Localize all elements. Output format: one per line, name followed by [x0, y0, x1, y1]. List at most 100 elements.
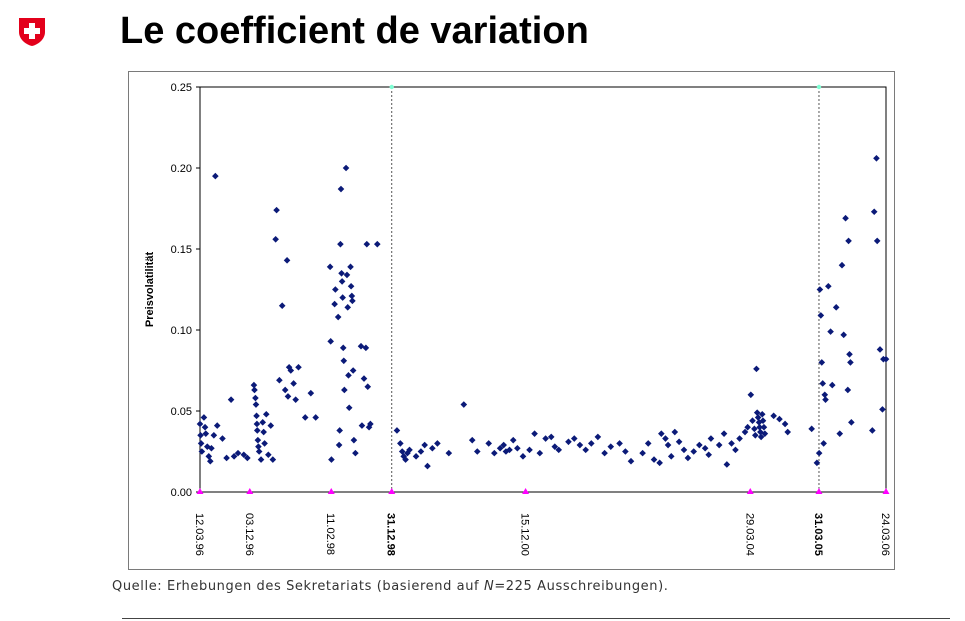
data-point — [340, 357, 348, 365]
data-point — [360, 375, 368, 382]
data-point — [519, 453, 527, 460]
data-point — [832, 304, 840, 311]
data-point — [838, 261, 846, 269]
data-point — [491, 449, 498, 457]
data-point — [349, 297, 356, 305]
x-tick-label: 29.03.04 — [743, 513, 755, 556]
data-point — [741, 428, 749, 436]
data-point — [262, 410, 270, 418]
data-point — [496, 444, 504, 452]
data-point — [251, 386, 258, 394]
data-point — [658, 430, 665, 437]
data-point — [326, 263, 334, 271]
data-point — [882, 355, 890, 363]
data-point — [434, 440, 441, 447]
data-point — [757, 433, 765, 441]
scatter-chart: 0.00 0.05 0.10 0.15 0.20 0.25 Preisvolatilität… — [144, 82, 891, 556]
data-point — [261, 440, 268, 447]
data-point — [707, 435, 715, 442]
data-point — [821, 391, 829, 399]
data-point — [345, 404, 353, 412]
data-point — [819, 380, 827, 387]
x-tick-marker — [327, 488, 335, 494]
data-point — [253, 412, 260, 420]
data-point — [204, 443, 211, 450]
data-point — [761, 430, 769, 437]
data-point — [223, 454, 230, 462]
data-point — [424, 462, 431, 470]
page-title: Le coefficient de variation — [120, 10, 589, 52]
source-prefix: Quelle: Erhebungen des Sekretariats (bas… — [112, 579, 484, 594]
data-point — [680, 446, 688, 454]
data-point — [205, 453, 213, 460]
data-point — [400, 453, 408, 460]
data-point — [421, 441, 428, 449]
data-point — [412, 453, 420, 460]
data-point — [328, 456, 335, 463]
reference-marker — [389, 84, 394, 90]
data-point — [307, 389, 315, 397]
data-point — [301, 414, 309, 421]
data-point — [759, 417, 767, 425]
data-point — [212, 172, 219, 180]
data-point — [367, 420, 374, 428]
data-point — [758, 410, 766, 418]
data-point — [749, 417, 756, 425]
data-point — [656, 459, 663, 467]
x-tick-marker — [246, 488, 254, 494]
source-note: Quelle: Erhebungen des Sekretariats (bas… — [112, 579, 669, 594]
data-point — [752, 432, 759, 439]
data-point — [736, 435, 743, 442]
data-point — [751, 425, 758, 433]
footer-rule — [122, 618, 950, 619]
data-point — [840, 331, 847, 339]
data-point — [269, 456, 277, 463]
data-point — [485, 440, 493, 447]
reference-marker — [816, 84, 822, 90]
data-point — [273, 206, 280, 214]
data-point — [813, 459, 821, 467]
data-point — [728, 440, 735, 447]
data-point — [327, 338, 334, 345]
data-point — [664, 441, 672, 449]
swiss-shield-logo — [18, 17, 46, 47]
x-tick-label: 31.12.98 — [385, 513, 397, 556]
x-tick-label: 15.12.00 — [519, 513, 531, 556]
data-point — [876, 346, 884, 353]
data-point — [531, 430, 538, 437]
data-point — [842, 214, 849, 222]
data-point — [815, 449, 823, 457]
data-point — [393, 427, 401, 434]
data-point — [644, 440, 652, 447]
y-tick-label: 0.25 — [171, 82, 192, 94]
data-point — [196, 420, 204, 428]
data-point — [542, 435, 549, 442]
data-point — [283, 257, 291, 264]
data-point — [667, 453, 675, 460]
data-point — [817, 312, 825, 319]
x-tick-marker — [522, 488, 530, 494]
data-point — [873, 237, 881, 245]
y-tick-label: 0.00 — [171, 487, 192, 499]
x-tick-label: 24.03.06 — [879, 513, 891, 556]
data-point — [276, 376, 283, 384]
x-tick-label: 11.02.98 — [324, 513, 336, 555]
data-point — [825, 282, 832, 290]
source-suffix: =225 Ausschreibungen). — [494, 579, 669, 594]
data-point — [696, 441, 703, 449]
data-point — [576, 441, 584, 449]
data-point — [622, 448, 629, 455]
data-point — [287, 367, 295, 374]
data-point — [227, 396, 235, 403]
swiss-cross-icon — [19, 18, 45, 46]
data-point — [468, 436, 476, 444]
data-point — [252, 401, 260, 408]
data-point — [210, 432, 218, 439]
data-point — [285, 363, 293, 371]
data-point — [754, 414, 762, 421]
data-point — [869, 427, 876, 434]
data-point — [406, 446, 413, 454]
data-point — [627, 457, 635, 465]
x-tick-label: 03.12.96 — [243, 513, 255, 556]
data-point — [720, 430, 728, 437]
